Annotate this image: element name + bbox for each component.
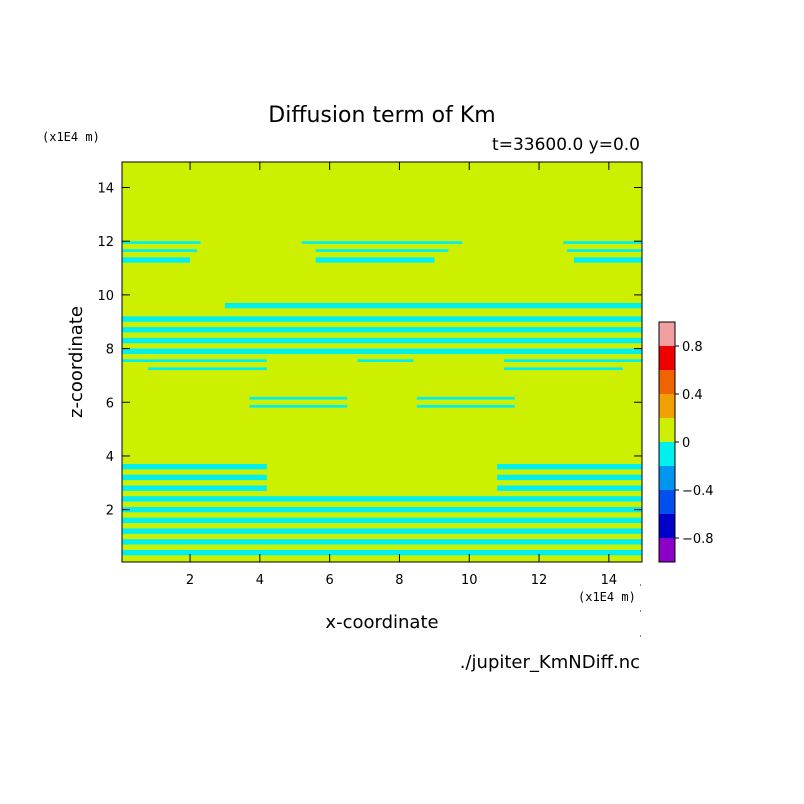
negative-region-19 <box>249 396 348 400</box>
x-unit-label: (x1E4 m) <box>578 590 636 604</box>
negative-region-18 <box>504 367 623 371</box>
negative-region-4 <box>315 249 449 252</box>
colorbar-level-5 <box>659 418 675 442</box>
negative-region-1 <box>122 249 198 252</box>
colorbar-level-0 <box>659 538 675 562</box>
decor-mark-2: ˙ <box>638 610 643 621</box>
chart-subtitle: t=33600.0 y=0.0 <box>492 135 640 155</box>
colorbar <box>658 321 676 563</box>
plot-frame <box>121 161 643 563</box>
y-tick-label-1: 4 <box>106 450 114 465</box>
decor-mark-1: ˙ <box>638 584 643 595</box>
negative-region-33 <box>122 539 642 545</box>
colorbar-level-4 <box>659 442 675 466</box>
y-tick-label-0: 2 <box>106 504 114 519</box>
source-file-label: ./jupiter_KmNDiff.nc <box>460 652 640 673</box>
x-tick-label-4: 10 <box>461 573 478 588</box>
negative-region-21 <box>416 396 515 400</box>
negative-regions <box>122 241 643 556</box>
negative-region-22 <box>416 404 515 408</box>
colorbar-level-9 <box>659 322 675 346</box>
y-axis: 2 4 6 8 10 12 14 <box>97 182 642 519</box>
y-tick-label-2: 6 <box>106 396 114 411</box>
negative-region-0 <box>122 241 201 244</box>
negative-region-27 <box>497 474 642 481</box>
negative-region-15 <box>357 359 414 362</box>
negative-region-28 <box>497 485 642 491</box>
x-axis: 2 4 6 8 10 12 14 <box>186 162 617 588</box>
colorbar-level-1 <box>659 514 675 538</box>
colorbar-level-2 <box>659 490 675 514</box>
negative-region-24 <box>122 474 267 481</box>
y-tick-label-3: 8 <box>106 343 114 358</box>
negative-region-12 <box>122 337 642 344</box>
negative-region-5 <box>315 257 435 263</box>
negative-region-26 <box>497 464 642 470</box>
colorbar-level-3 <box>659 466 675 490</box>
colorbar-level-6 <box>659 394 675 418</box>
y-axis-label: z-coordinate <box>66 306 87 418</box>
negative-region-23 <box>122 464 267 470</box>
negative-region-9 <box>224 302 643 309</box>
negative-region-2 <box>122 257 191 263</box>
x-tick-label-0: 2 <box>186 573 194 588</box>
negative-region-10 <box>122 316 642 322</box>
x-tick-label-1: 4 <box>256 573 264 588</box>
colorbar-level-8 <box>659 346 675 370</box>
y-tick-label-5: 12 <box>97 235 114 250</box>
negative-region-7 <box>566 249 642 252</box>
negative-region-13 <box>122 348 642 354</box>
colorbar-tick-label-0: 0.8 <box>682 340 703 355</box>
negative-region-25 <box>122 485 267 491</box>
negative-region-17 <box>148 367 267 371</box>
negative-region-30 <box>122 506 642 513</box>
colorbar-level-7 <box>659 370 675 394</box>
y-tick-label-4: 10 <box>97 289 114 304</box>
colorbar-ticks: 0.8 0.4 0 −0.4 −0.8 <box>675 340 714 547</box>
negative-region-31 <box>122 517 642 524</box>
negative-region-14 <box>122 359 267 362</box>
colorbar-tick-label-4: −0.8 <box>682 532 714 547</box>
plot-area <box>121 161 643 563</box>
negative-region-32 <box>122 528 642 534</box>
negative-region-11 <box>122 327 642 333</box>
negative-region-6 <box>563 241 642 244</box>
x-tick-label-6: 14 <box>601 573 618 588</box>
x-tick-label-5: 12 <box>531 573 548 588</box>
y-tick-label-6: 14 <box>97 182 114 197</box>
negative-region-29 <box>122 496 642 502</box>
colorbar-tick-label-1: 0.4 <box>682 388 703 403</box>
x-tick-label-2: 6 <box>326 573 334 588</box>
y-unit-label: (x1E4 m) <box>42 130 100 144</box>
negative-region-20 <box>249 404 348 408</box>
decor-mark-3: ˙ <box>638 635 643 646</box>
negative-region-34 <box>122 549 642 556</box>
colorbar-tick-label-2: 0 <box>682 436 690 451</box>
negative-region-8 <box>573 257 642 263</box>
negative-region-3 <box>301 241 463 244</box>
chart-title: Diffusion term of Km <box>268 103 495 128</box>
negative-region-16 <box>504 359 642 362</box>
x-axis-label: x-coordinate <box>325 612 438 633</box>
x-tick-label-3: 8 <box>395 573 403 588</box>
colorbar-tick-label-3: −0.4 <box>682 484 714 499</box>
